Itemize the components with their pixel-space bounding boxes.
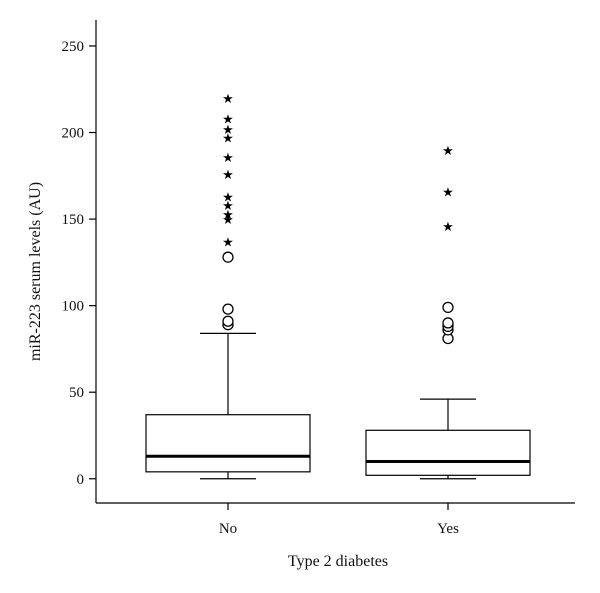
- extreme-outlier-star: ★: [222, 113, 234, 128]
- extreme-outlier-star: ★: [442, 185, 454, 200]
- x-axis: No Yes: [96, 502, 575, 537]
- extreme-outlier-star: ★: [222, 123, 234, 138]
- y-tick-label: 100: [62, 299, 85, 315]
- boxes: ★★★★★★★★★★★★★★: [145, 92, 531, 480]
- extreme-outlier-star: ★: [442, 220, 454, 235]
- extreme-outlier-star: ★: [222, 236, 234, 251]
- x-tick-label: No: [219, 521, 237, 537]
- outlier-point: [222, 315, 234, 327]
- iqr-box: [365, 429, 531, 476]
- extreme-outlier-star: ★: [222, 151, 234, 166]
- extreme-outlier-star: ★: [222, 168, 234, 183]
- extreme-outlier-star: ★: [222, 92, 234, 107]
- y-axis-title: miR-223 serum levels (AU): [27, 182, 44, 361]
- x-tick-label: Yes: [437, 521, 459, 537]
- y-tick-label: 200: [62, 126, 85, 142]
- y-axis: 0 50 100 150 200 250: [62, 20, 97, 503]
- y-tick-label: 50: [69, 385, 84, 401]
- y-tick-label: 250: [62, 39, 85, 55]
- box-no: ★★★★★★★★★★★: [145, 92, 311, 480]
- extreme-outlier-star: ★: [222, 191, 234, 206]
- y-ticks: 0 50 100 150 200 250: [62, 39, 96, 488]
- outlier-point: [442, 317, 454, 329]
- x-axis-title: Type 2 diabetes: [288, 553, 388, 570]
- x-ticks: No Yes: [219, 503, 459, 537]
- y-tick-label: 0: [77, 472, 85, 488]
- outlier-point: [442, 301, 454, 314]
- extreme-outlier-star: ★: [222, 199, 234, 214]
- extreme-outlier-star: ★: [442, 144, 454, 159]
- y-tick-label: 150: [62, 212, 85, 228]
- iqr-box: [145, 414, 311, 473]
- extreme-outlier-star: ★: [222, 208, 234, 223]
- outlier-point: [222, 251, 234, 263]
- extreme-outlier-star: ★: [222, 213, 234, 228]
- extreme-outlier-star: ★: [222, 132, 234, 147]
- outlier-point: [222, 303, 234, 315]
- box-yes: ★ ★ ★: [365, 144, 531, 480]
